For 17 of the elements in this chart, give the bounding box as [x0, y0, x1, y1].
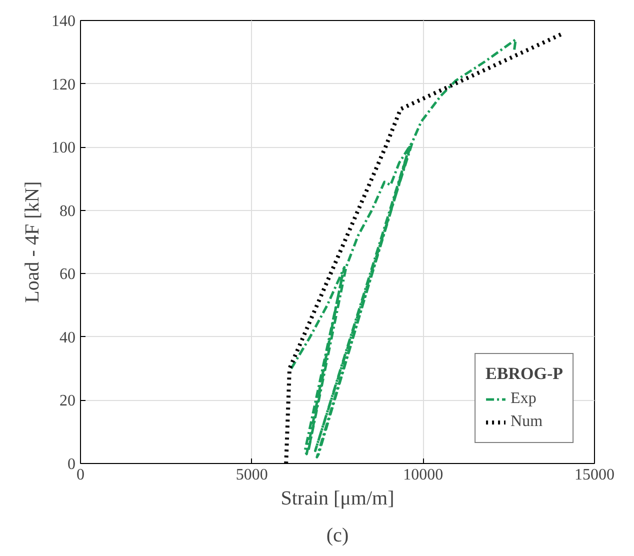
legend-title: EBROG-P: [486, 364, 563, 384]
x-tick-label: 10000: [403, 466, 444, 484]
legend-label: Num: [510, 413, 543, 431]
x-tick-label: 5000: [236, 466, 268, 484]
y-tick-label: 0: [68, 456, 76, 473]
y-tick-label: 60: [60, 266, 76, 284]
y-tick-label: 120: [52, 76, 76, 94]
y-tick-label: 100: [52, 140, 76, 157]
x-axis-title: Strain [μm/m]: [280, 488, 394, 510]
y-tick-label: 140: [52, 13, 76, 30]
text: (c): [326, 524, 349, 546]
y-tick-label: 80: [60, 202, 76, 220]
y-tick-label: 20: [60, 392, 76, 410]
legend-label: Exp: [510, 390, 536, 408]
y-tick-label: 40: [60, 329, 76, 346]
y-axis-title: Load - 4F [kN]: [22, 181, 44, 303]
x-tick-label: 15000: [574, 466, 614, 484]
